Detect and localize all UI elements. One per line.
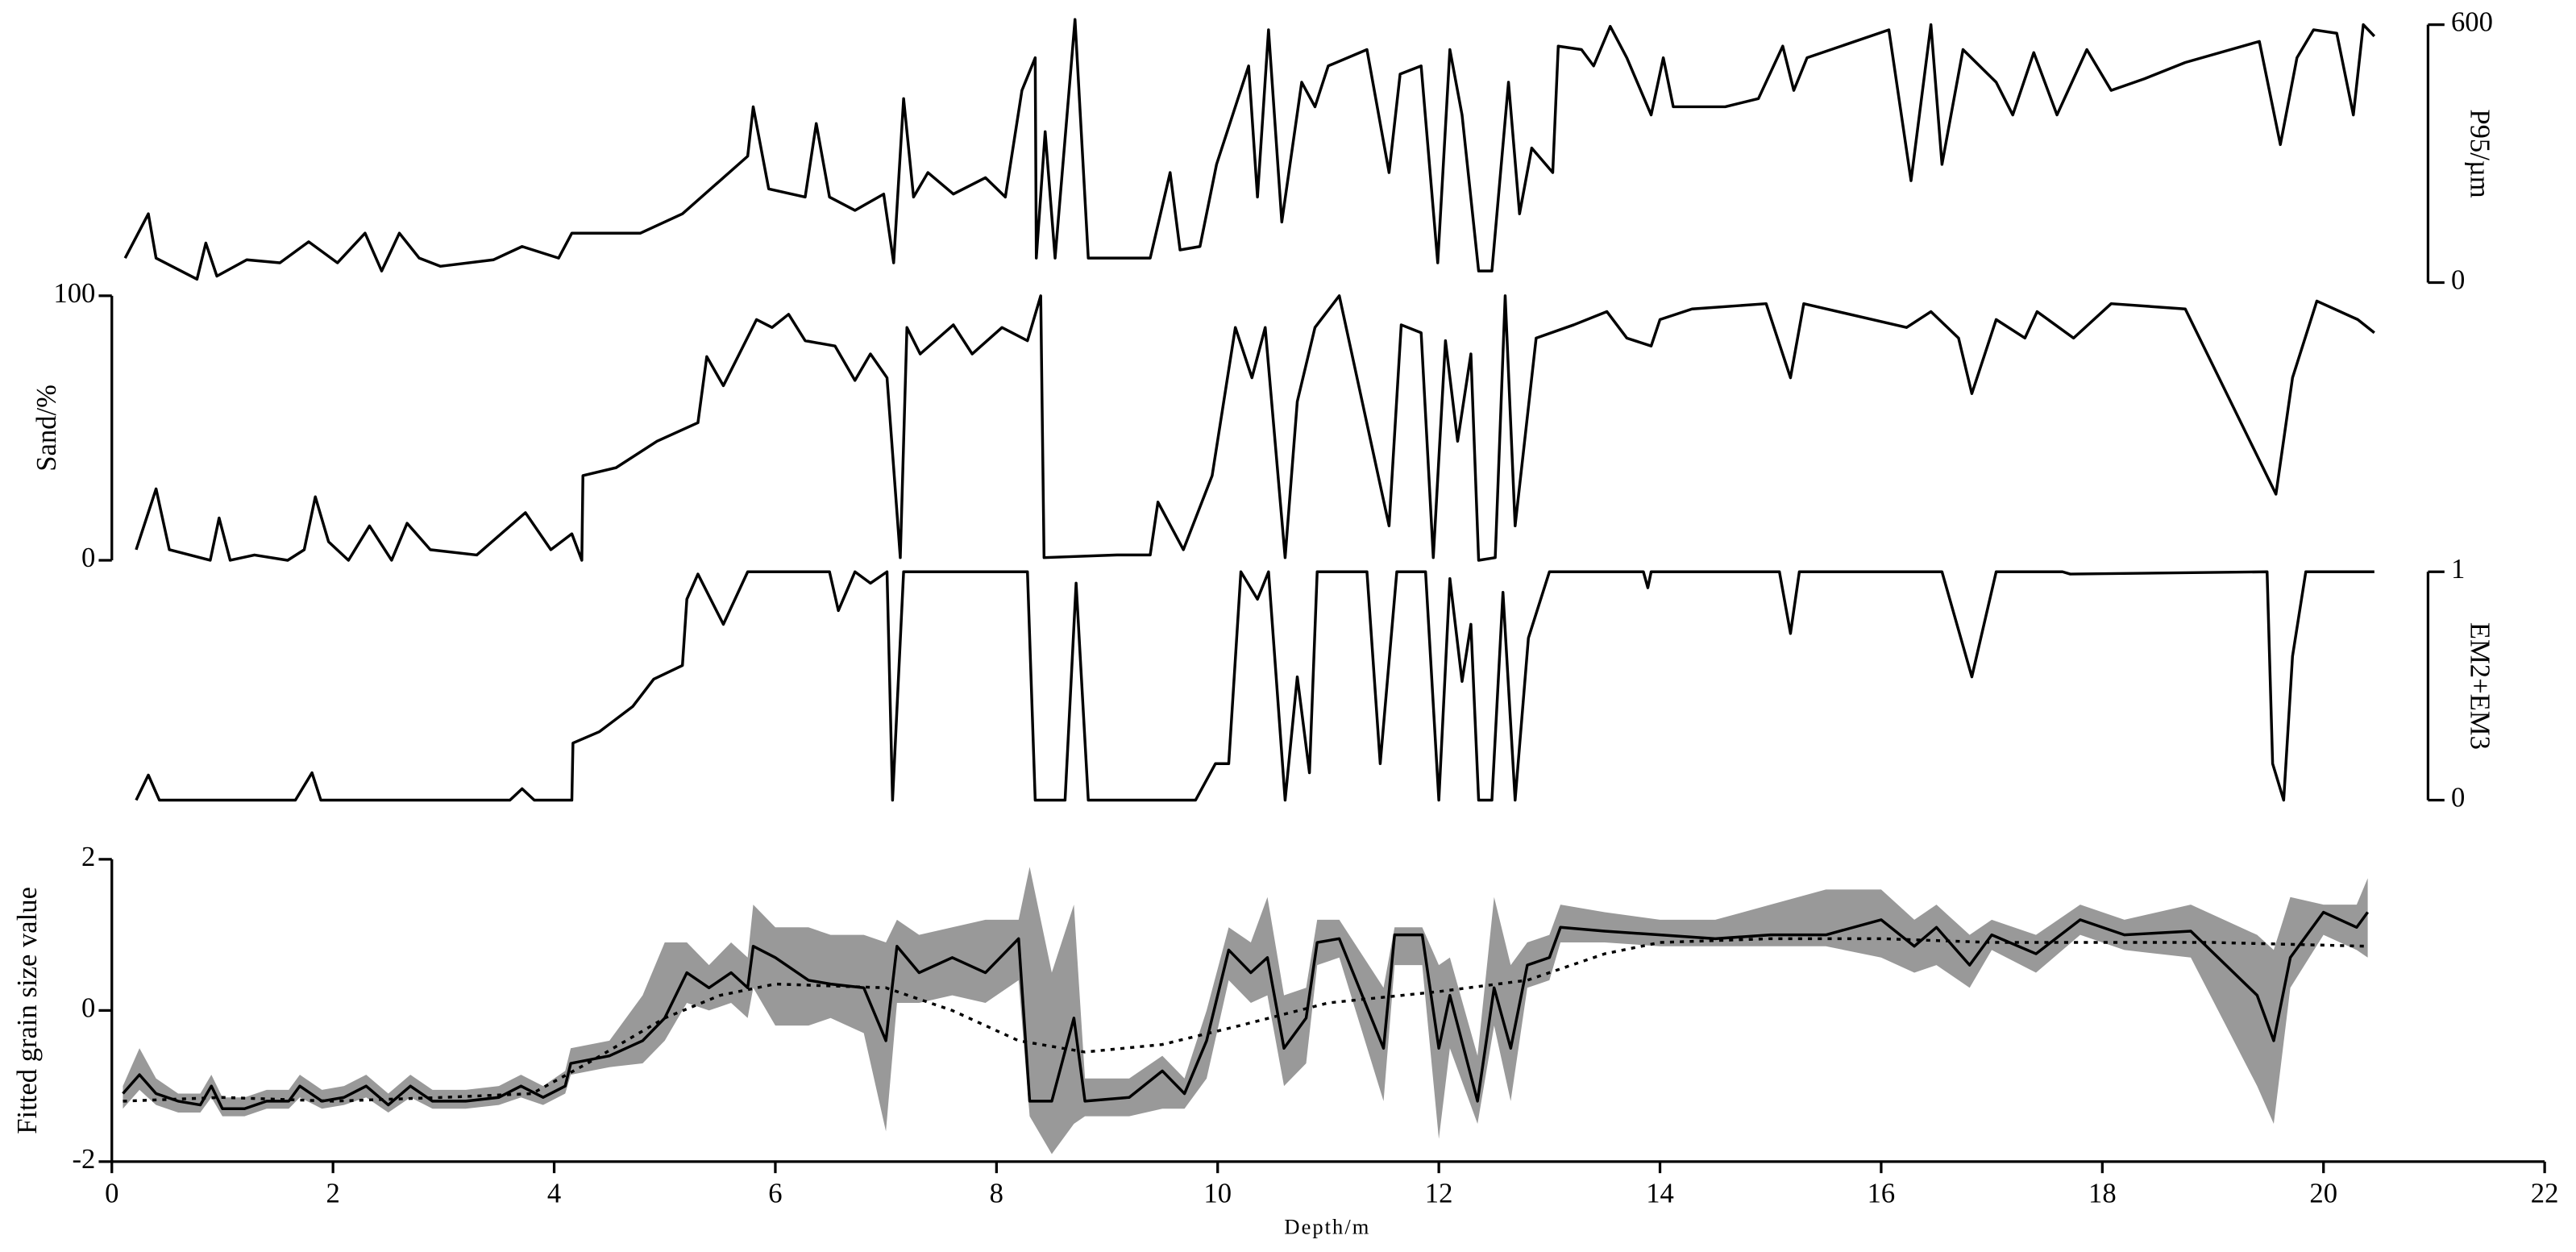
- y-axis-label: Fitted grain size value: [12, 887, 43, 1134]
- y-tick-label: 2: [81, 842, 95, 872]
- x-tick-label: 12: [1425, 1179, 1453, 1209]
- y-tick-label: 1: [2451, 554, 2465, 584]
- x-axis-label: Depth/m: [1284, 1215, 1370, 1239]
- x-tick-label: 10: [1203, 1179, 1232, 1209]
- y-tick-label: 0: [81, 543, 95, 573]
- y-axis-label: EM2+EM3: [2465, 622, 2495, 750]
- y-tick-label: 0: [81, 992, 95, 1023]
- data-line: [135, 570, 2374, 802]
- x-tick-label: 22: [2531, 1179, 2559, 1209]
- x-tick-label: 0: [105, 1179, 118, 1209]
- x-tick-label: 18: [2088, 1179, 2117, 1209]
- y-tick-label: 0: [2451, 264, 2465, 295]
- x-tick-label: 16: [1868, 1179, 1896, 1209]
- uncertainty-band: [123, 867, 2368, 1154]
- x-tick-label: 4: [547, 1179, 561, 1209]
- y-tick-label: 0: [2451, 782, 2465, 813]
- trend-line: [123, 937, 2368, 1103]
- data-line: [122, 910, 2369, 1111]
- y-tick-label: -2: [73, 1144, 96, 1175]
- y-axis-label: P95/µm: [2465, 109, 2495, 198]
- data-line: [123, 18, 2376, 281]
- x-tick-label: 6: [768, 1179, 782, 1209]
- x-tick-label: 8: [990, 1179, 1003, 1209]
- y-tick-label: 100: [53, 278, 95, 309]
- x-tick-label: 14: [1646, 1179, 1674, 1209]
- x-tick-label: 20: [2309, 1179, 2337, 1209]
- data-line: [135, 294, 2375, 562]
- y-tick-label: 600: [2451, 7, 2493, 38]
- y-axis-label: Sand/%: [31, 385, 62, 472]
- x-tick-label: 2: [326, 1179, 339, 1209]
